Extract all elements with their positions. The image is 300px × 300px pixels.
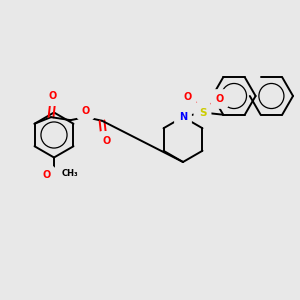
Text: N: N [179, 112, 187, 122]
Text: O: O [102, 136, 111, 146]
Text: S: S [199, 107, 206, 118]
Text: O: O [81, 106, 90, 116]
Text: O: O [48, 91, 57, 101]
Text: O: O [42, 170, 51, 181]
Text: O: O [215, 94, 224, 104]
Text: CH₃: CH₃ [61, 169, 78, 178]
Text: O: O [183, 92, 192, 102]
